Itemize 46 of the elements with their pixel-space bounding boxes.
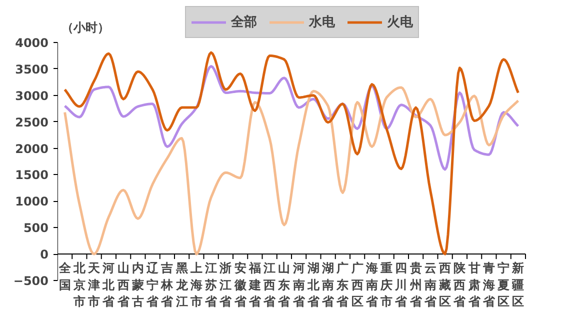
x-tick-label: 河北省 xyxy=(102,261,116,309)
x-tick-label: 海南省 xyxy=(364,261,379,309)
x-tick-label: 山东省 xyxy=(277,261,292,309)
x-tick-label: 青海省 xyxy=(482,261,496,309)
y-tick-label: 1500 xyxy=(15,168,49,182)
x-tick-label: 湖南省 xyxy=(321,261,336,309)
x-tick-label: 重庆市 xyxy=(380,261,393,309)
y-tick-label: 2500 xyxy=(15,115,49,130)
x-tick-label: 广东省 xyxy=(336,261,350,309)
x-tick-label: 四川省 xyxy=(394,261,408,309)
y-tick-label: 2000 xyxy=(15,142,49,156)
x-tick-label: 西藏区 xyxy=(438,261,452,309)
legend-label: 全部 xyxy=(231,14,257,31)
legend-label: 水电 xyxy=(309,14,335,31)
x-tick-label: 上海市 xyxy=(189,261,202,309)
x-tick-label: 宁夏区 xyxy=(496,261,510,309)
x-tick-label: 江西省 xyxy=(262,261,277,309)
x-tick-label: 北京市 xyxy=(72,261,86,309)
x-tick-label: 天津市 xyxy=(87,261,102,309)
y-tick-label: 1000 xyxy=(15,194,49,209)
x-tick-label: 内蒙古 xyxy=(130,261,144,309)
y-tick-label: −500 xyxy=(13,274,49,288)
legend-label: 火电 xyxy=(387,14,413,31)
x-tick-label: 云南省 xyxy=(423,261,438,309)
x-tick-label: 湖北省 xyxy=(306,261,320,309)
x-tick-label: 全国 xyxy=(58,261,72,292)
x-tick-label: 贵州省 xyxy=(408,261,423,309)
x-tick-label: 安徽省 xyxy=(233,261,248,309)
x-tick-label: 黑龙江 xyxy=(174,261,189,309)
x-tick-label: 辽宁省 xyxy=(146,261,160,309)
y-tick-label: 3500 xyxy=(15,62,49,76)
x-tick-label: 山西省 xyxy=(116,261,130,309)
y-tick-label: 500 xyxy=(23,221,49,236)
y-axis-title: （小时） xyxy=(62,20,110,34)
x-tick-label: 吉林省 xyxy=(160,261,174,309)
x-tick-label: 广西区 xyxy=(350,261,364,309)
y-tick-label: 4000 xyxy=(15,36,49,50)
x-tick-label: 浙江省 xyxy=(218,261,233,309)
y-tick-label: 3000 xyxy=(15,88,49,103)
x-tick-label: 新疆区 xyxy=(511,261,524,309)
y-tick-label: 0 xyxy=(40,248,49,262)
x-tick-label: 江苏省 xyxy=(204,261,218,309)
x-tick-label: 陕西省 xyxy=(452,261,467,309)
x-tick-label: 甘肃省 xyxy=(467,261,482,309)
x-tick-label: 河南省 xyxy=(292,261,306,309)
x-tick-label: 福建省 xyxy=(248,261,262,309)
